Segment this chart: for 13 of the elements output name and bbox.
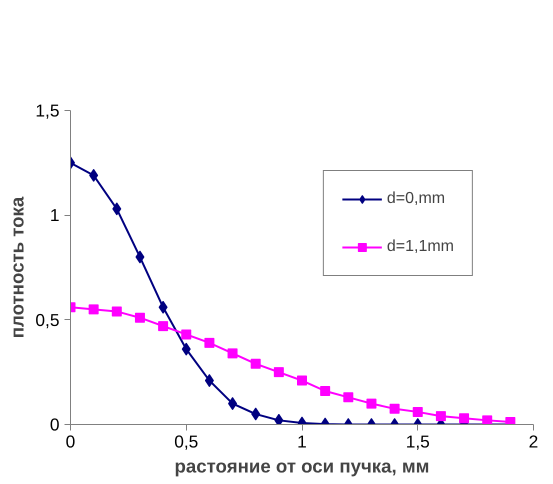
y-tick-label: 0,5: [35, 310, 60, 330]
y-tick-label: 1,5: [35, 100, 60, 120]
y-axis-title: плотность тока: [6, 196, 28, 338]
legend-label: d=1,1mm: [386, 238, 454, 256]
x-tick-label: 2: [528, 432, 538, 452]
y-tick-label: 0: [50, 414, 60, 434]
x-tick-label: 1,5: [406, 432, 430, 452]
x-tick-label: 0: [66, 432, 76, 452]
y-tick-label: 1: [50, 205, 60, 226]
x-tick-label: 1: [297, 432, 307, 452]
x-axis-title: растояние от оси пучка, мм: [174, 456, 430, 476]
legend-label: d=0,mm: [386, 190, 446, 208]
x-tick-label: 0,5: [174, 432, 198, 452]
